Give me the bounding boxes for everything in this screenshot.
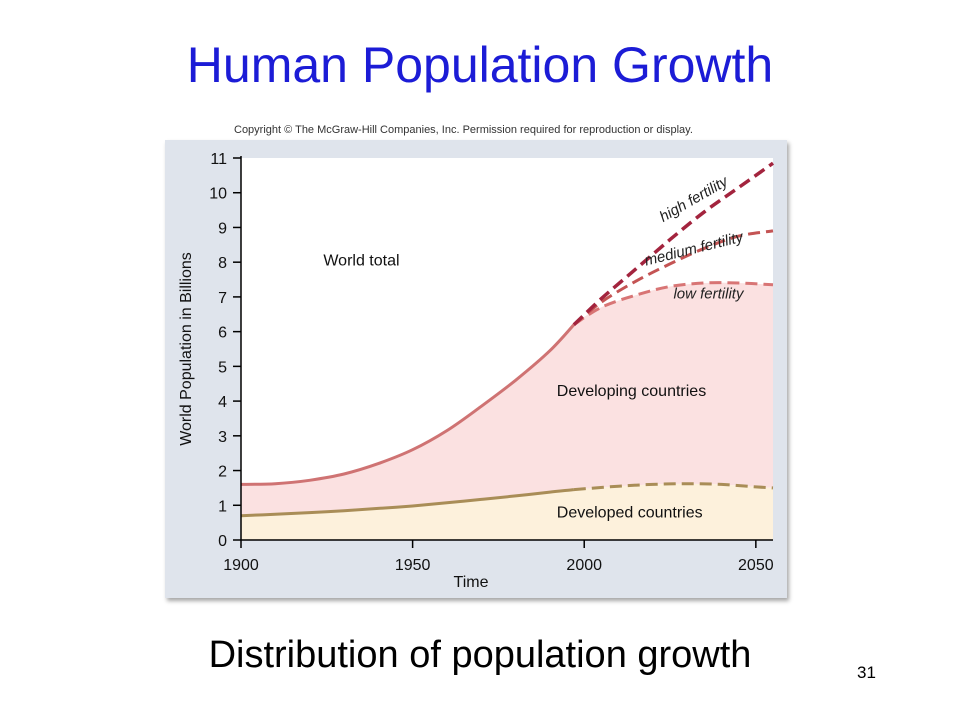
slide-title: Human Population Growth bbox=[186, 37, 774, 93]
x-tick-label: 2050 bbox=[738, 557, 774, 574]
x-tick-label: 1900 bbox=[223, 557, 259, 574]
developed-line bbox=[240, 488, 575, 518]
y-tick-label: 1 bbox=[218, 498, 227, 515]
y-tick-label: 6 bbox=[218, 325, 227, 342]
y-tick-label: 11 bbox=[210, 151, 227, 168]
y-axis-label: World Population in Billions bbox=[178, 252, 195, 446]
medium-fertility-line bbox=[572, 229, 774, 326]
x-axis-label: Time bbox=[454, 574, 489, 591]
y-tick-label: 3 bbox=[218, 429, 227, 446]
region-label: Developed countries bbox=[557, 504, 703, 521]
y-tick-label: 10 bbox=[209, 186, 227, 203]
projection-label: low fertility bbox=[673, 286, 745, 303]
y-tick-label: 0 bbox=[218, 533, 227, 550]
high-fertility-line bbox=[572, 161, 775, 326]
figure-panel: 0 1 2 3 4 5 6 7 8 9 10 11 1900 1950 2000 2050 Time World … bbox=[165, 140, 787, 598]
y-tick-label: 8 bbox=[218, 255, 227, 272]
developed-area bbox=[241, 483, 773, 540]
y-tick-label: 4 bbox=[218, 394, 227, 411]
developing-area bbox=[241, 282, 773, 516]
slide-number: 31 bbox=[857, 663, 876, 682]
copyright-notice: Copyright © The McGraw-Hill Companies, I… bbox=[234, 124, 693, 136]
x-tick-label: 2000 bbox=[566, 557, 602, 574]
y-tick-label: 2 bbox=[218, 464, 227, 481]
x-tick-label: 1950 bbox=[395, 557, 431, 574]
slide-caption: Distribution of population growth bbox=[208, 634, 752, 676]
y-tick-label: 5 bbox=[218, 359, 227, 376]
world-total-line bbox=[240, 323, 576, 486]
developed-projection-line bbox=[573, 482, 774, 492]
y-tick-label: 9 bbox=[218, 220, 227, 237]
region-label: World total bbox=[323, 253, 399, 270]
y-tick-label: 7 bbox=[218, 290, 227, 307]
population-chart: 0 1 2 3 4 5 6 7 8 9 10 11 1900 1950 2000 2050 Time World … bbox=[178, 151, 775, 591]
low-fertility-line bbox=[573, 281, 774, 326]
region-label: Developing countries bbox=[557, 383, 706, 400]
